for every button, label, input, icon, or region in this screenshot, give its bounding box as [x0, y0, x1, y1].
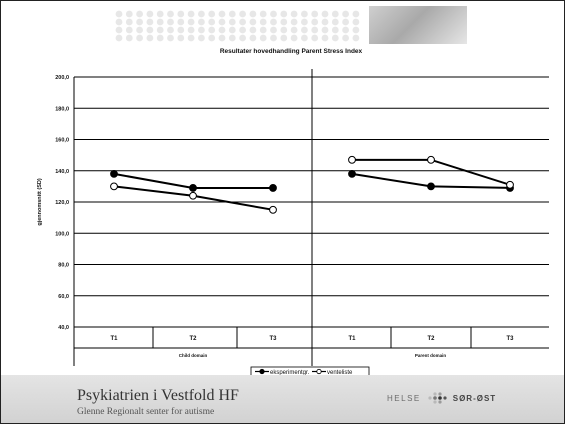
data-point — [348, 169, 356, 178]
y-tick-label: 180,0 — [55, 106, 69, 112]
organization-subtitle: Glenne Regionalt senter for autisme — [77, 407, 215, 417]
data-point — [427, 155, 435, 164]
x-tick-label: T3 — [506, 336, 514, 342]
y-tick-label: 40,0 — [58, 325, 69, 331]
group-label: Parent domain — [415, 353, 447, 358]
x-tick-label: T1 — [110, 336, 118, 342]
y-tick-label: 140,0 — [55, 169, 69, 175]
data-point — [506, 180, 514, 189]
legend-marker — [259, 368, 265, 375]
y-tick-label: 60,0 — [58, 294, 69, 300]
region-logo-text-b: SØR-ØST — [452, 393, 497, 403]
child-photo — [369, 6, 467, 44]
y-tick-label: 200,0 — [55, 75, 69, 81]
data-point — [110, 182, 118, 191]
group-label: Child domain — [179, 353, 208, 358]
y-tick-label: 80,0 — [58, 263, 69, 269]
organization-name: Psykiatrien i Vestfold HF — [77, 387, 239, 404]
footer-banner: Psykiatrien i Vestfold HF Glenne Regiona… — [1, 375, 564, 423]
legend-marker — [316, 368, 322, 375]
data-point — [189, 191, 197, 200]
data-point — [269, 184, 277, 192]
dots-logo-icon — [428, 392, 447, 404]
chart-title: Resultater hovedhandling Parent Stress I… — [220, 48, 363, 55]
data-point — [427, 182, 435, 191]
region-logo-text-a: HELSE — [387, 393, 421, 403]
data-point — [269, 205, 277, 214]
y-tick-label: 120,0 — [55, 200, 69, 206]
y-tick-label: 100,0 — [55, 231, 69, 237]
x-tick-label: T3 — [269, 336, 277, 342]
x-tick-label: T1 — [348, 336, 356, 342]
y-axis-label: gjennomsnitt (SD) — [37, 178, 43, 226]
legend-label: venteliste — [327, 370, 353, 375]
y-tick-label: 160,0 — [55, 138, 69, 144]
x-tick-label: T2 — [189, 336, 197, 342]
data-point — [348, 155, 356, 164]
data-point — [189, 184, 197, 192]
line-chart: Resultater hovedhandling Parent Stress I… — [37, 48, 549, 375]
legend-label: eksperimentgr. — [270, 370, 310, 375]
data-point — [110, 169, 118, 178]
x-tick-label: T2 — [427, 336, 435, 342]
legend-box — [250, 366, 370, 375]
health-region-logo: HELSE SØR-ØST — [387, 389, 496, 407]
header-dot-pattern — [113, 9, 363, 43]
dot-grid-icon — [115, 10, 360, 42]
